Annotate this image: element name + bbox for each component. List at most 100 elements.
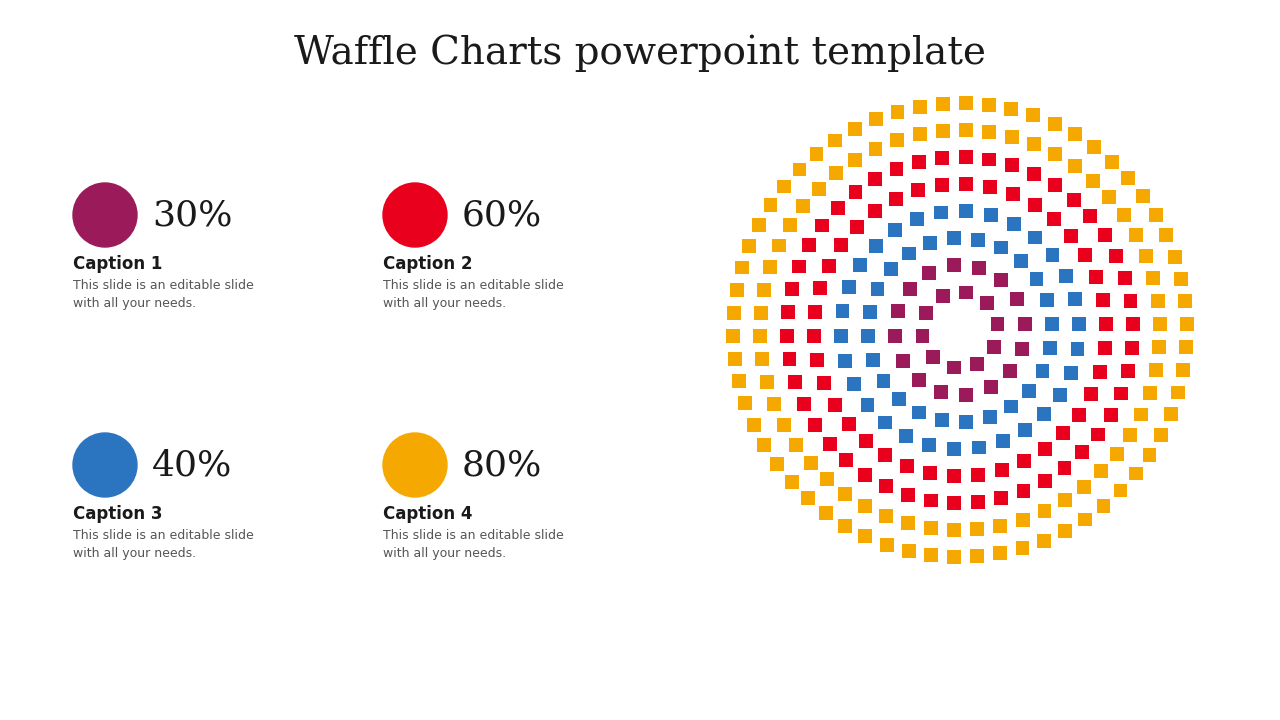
Point [1024,168,1044,179]
Point [943,233,964,244]
Point [943,497,964,508]
Point [1132,409,1152,420]
Point [850,259,870,271]
Point [1074,481,1094,492]
Point [1106,250,1126,261]
Point [886,163,906,175]
Point [785,377,805,388]
Point [835,520,855,531]
Point [724,353,745,364]
Point [1034,443,1055,454]
Point [1012,343,1033,355]
Point [767,459,787,470]
Point [886,193,906,204]
Point [855,436,876,447]
Point [826,167,846,179]
Point [1065,294,1085,305]
Point [968,523,988,535]
Point [812,220,832,231]
Point [792,200,813,212]
Point [1001,131,1021,143]
Point [899,518,919,529]
Point [1135,251,1156,262]
Point [760,261,781,273]
Point [1125,468,1146,480]
Point [873,375,893,387]
Point [1156,230,1176,241]
Point [991,242,1011,253]
Point [1044,118,1065,130]
Point [1114,210,1134,221]
Point [916,307,937,318]
Point [1055,495,1075,506]
Point [1176,318,1197,330]
Point [933,98,954,109]
Text: Caption 4: Caption 4 [383,505,472,523]
Point [955,97,975,109]
Point [810,282,831,294]
Point [806,148,827,160]
Point [956,416,977,428]
Point [969,442,989,454]
Point [956,205,977,217]
Point [956,179,977,190]
Point [780,220,800,231]
Point [933,290,954,302]
Point [1102,156,1123,167]
Point [980,210,1001,221]
Point [805,419,826,431]
Point [806,354,827,366]
Point [910,101,931,112]
Point [1032,365,1052,377]
Point [780,354,800,365]
Point [728,376,749,387]
Point [855,469,876,480]
Point [846,221,867,233]
Point [809,183,829,194]
Point [1014,456,1034,467]
Point [968,469,988,481]
Point [1133,190,1153,202]
Point [943,259,964,271]
Point [1015,424,1036,436]
Point [819,260,840,271]
Point [909,128,929,140]
Point [920,467,941,479]
Point [1139,387,1160,399]
Point [1004,218,1024,230]
Point [1002,188,1023,199]
Point [794,399,814,410]
Point [991,274,1011,286]
Point [1001,401,1021,413]
Point [1068,343,1088,354]
Point [1149,318,1170,330]
Point [908,213,928,225]
Point [1146,209,1166,220]
Point [897,460,918,472]
Point [782,283,803,294]
Point [735,397,755,409]
Text: This slide is an editable slide
with all your needs.: This slide is an editable slide with all… [383,529,563,560]
Point [1174,364,1194,376]
Point [892,355,913,366]
Point [1034,408,1055,420]
Point [1126,229,1147,240]
Point [845,123,865,135]
Point [992,464,1012,476]
Point [739,240,759,251]
Point [1080,210,1101,222]
Point [1000,366,1020,377]
Point [824,135,845,146]
Point [1094,230,1115,241]
Point [966,358,987,369]
Point [1044,179,1065,191]
Point [1161,408,1181,420]
Point [881,264,901,275]
Point [1146,365,1166,377]
Point [815,507,836,518]
Point [1107,449,1128,460]
Point [835,355,855,366]
Point [1061,230,1082,241]
Point [819,438,840,449]
Point [1175,296,1196,307]
